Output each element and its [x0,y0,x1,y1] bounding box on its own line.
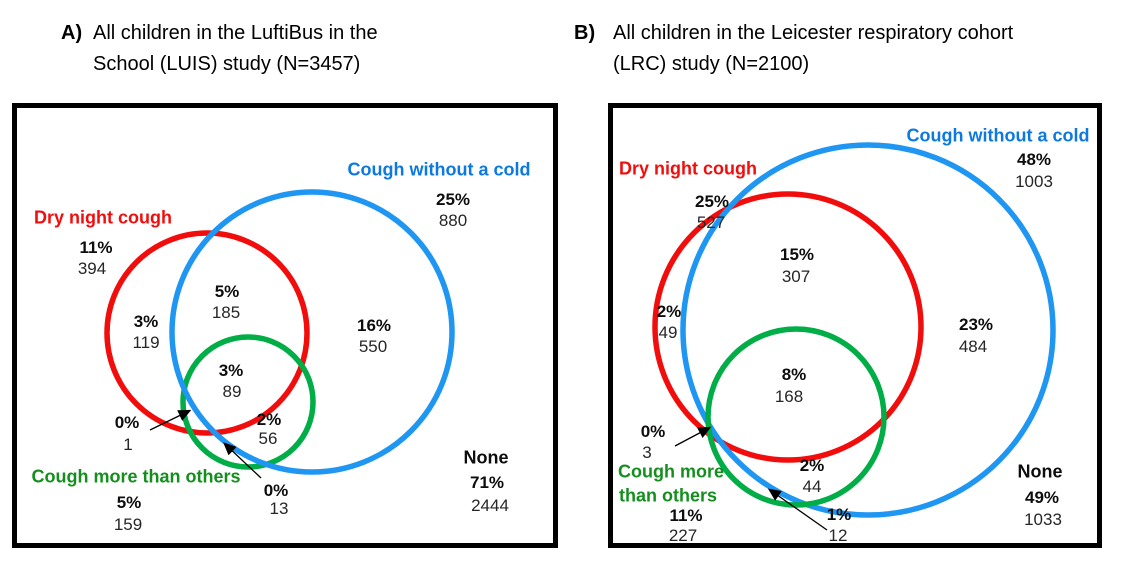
all-three-region-pct: 3% [218,361,244,380]
more-only-region-count: 13 [269,499,289,518]
all-three-region-count: 168 [774,387,804,406]
none-region-label: None [1017,461,1063,482]
dry-night-cough-set-count: 527 [696,213,726,232]
dry-and-more-region-pct: 0% [640,422,666,441]
dry-and-more-region-count: 3 [642,443,652,462]
cough-more-than-others-set-count: 227 [668,526,698,545]
dry-and-more-region-count: 1 [123,435,133,454]
cough-more-than-others-set-label-line-1: Cough more [618,461,724,482]
cough-without-a-cold-set-count: 1003 [1015,172,1053,191]
more-only-region-count: 12 [828,526,848,545]
all-three-region-pct: 8% [781,365,807,384]
cough-without-a-cold-set-count: 880 [438,211,468,230]
panel-a-title-line-2: School (LUIS) study (N=3457) [93,53,361,75]
none-region-label: None [463,447,509,468]
cough-more-than-others-set-pct: 11% [669,506,703,525]
cough-more-than-others-circle [705,326,887,508]
venn-diagram-a [104,189,455,479]
dry-only-region-pct: 3% [133,312,159,331]
none-region-count: 1033 [1024,510,1062,529]
panel-a-label: A) [61,22,83,44]
panel-b-title-line-1: All children in the Leicester respirator… [613,22,1014,44]
cough-more-than-others-set-pct: 5% [116,493,142,512]
cough-more-than-others-set-label: Cough more than others [31,466,241,487]
cough-without-a-cold-circle [680,142,1056,518]
cold-only-region-pct: 16% [356,316,392,335]
dry-and-cold-region-count: 185 [211,303,241,322]
more-and-cold-region-pct: 2% [256,410,282,429]
dry-only-region-pct: 2% [656,302,682,321]
panel-b-label: B) [574,22,596,44]
panel-b-title-line-2: (LRC) study (N=2100) [613,53,810,75]
dry-night-cough-set-label: Dry night cough [34,207,172,228]
cough-more-than-others-set-label-line-2: than others [618,485,718,506]
dry-and-cold-region-count: 307 [781,267,811,286]
dry-and-cold-region-pct: 5% [214,282,240,301]
more-and-cold-region-count: 44 [802,477,822,496]
more-and-cold-region-count: 56 [258,429,278,448]
more-only-region-pct: 1% [826,505,852,524]
more-only-region-pct: 0% [263,481,289,500]
venn-panel-b: Dry night cough 25% 527 Cough without a … [608,103,1102,548]
cold-only-region-count: 484 [958,337,988,356]
dry-night-cough-set-count: 394 [77,259,107,278]
dry-and-cold-region-pct: 15% [779,245,815,264]
venn-panel-a: Dry night cough 11% 394 Cough without a … [12,103,558,548]
dry-and-more-region-pct: 0% [114,413,140,432]
dry-night-cough-set-label: Dry night cough [619,158,757,179]
dry-night-cough-set-pct: 25% [694,192,730,211]
none-region-count: 2444 [471,496,509,515]
cough-without-a-cold-circle [169,189,455,475]
more-only-callout-arrow [767,488,828,531]
dry-and-more-callout-arrow [149,409,192,431]
cold-only-region-count: 550 [358,337,388,356]
dry-and-more-callout-arrow [674,426,712,447]
cough-more-than-others-set-count: 159 [113,515,143,534]
venn-diagram-b [652,142,1056,531]
cough-without-a-cold-set-pct: 25% [435,190,471,209]
dry-only-region-count: 119 [132,333,160,352]
more-only-callout-arrow [223,442,262,479]
dry-night-cough-circle [652,191,924,463]
none-region-pct: 49% [1024,488,1060,507]
dry-only-region-count: 49 [658,323,678,342]
dry-night-cough-set-pct: 11% [79,238,113,257]
cold-only-region-pct: 23% [958,315,994,334]
none-region-pct: 71% [469,473,505,492]
all-three-region-count: 89 [222,382,242,401]
more-and-cold-region-pct: 2% [799,456,825,475]
panel-a-title-line-1: All children in the LuftiBus in the [93,22,378,44]
cough-more-than-others-circle [180,334,316,470]
cough-without-a-cold-set-label: Cough without a cold [347,159,531,180]
dry-night-cough-circle [104,230,310,436]
cough-without-a-cold-set-label: Cough without a cold [906,125,1090,146]
cough-without-a-cold-set-pct: 48% [1016,150,1052,169]
